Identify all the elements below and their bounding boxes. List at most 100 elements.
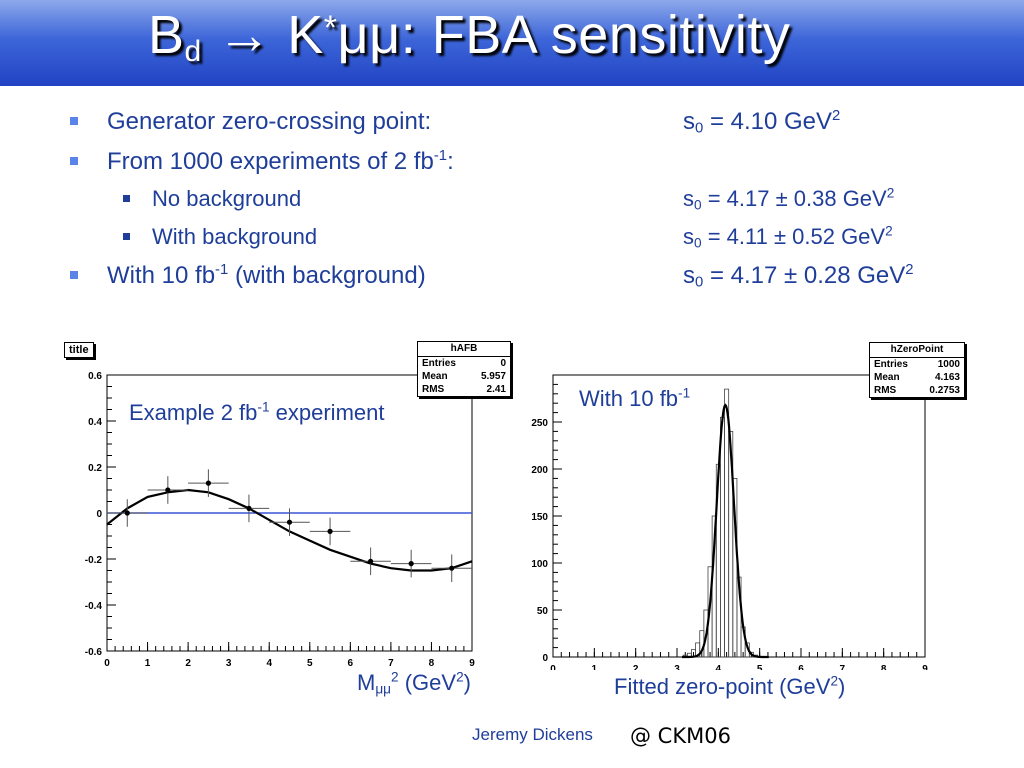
y-tick-label: -0.2: [85, 555, 103, 566]
stats-value: 4.163: [934, 372, 960, 383]
x-tick-label: 7: [840, 664, 846, 670]
sub-bullet-square-icon: [123, 233, 130, 240]
value-with-background: s0 = 4.11 ± 0.52 GeV2: [683, 224, 893, 250]
histogram-bin: [724, 388, 730, 658]
title-b: B: [148, 5, 185, 65]
bullet-text: No background: [152, 186, 302, 211]
y-tick-label: 200: [531, 465, 548, 476]
data-point: [286, 519, 293, 525]
x-tick-label: 2: [185, 658, 191, 669]
zero-point-xlabel: Fitted zero-point (GeV2): [614, 674, 845, 700]
gaussian-fit-curve: [682, 403, 769, 659]
xlabel-sub: μμ: [375, 681, 392, 697]
x-tick-label: 7: [388, 658, 394, 669]
x-tick-label: 6: [348, 658, 354, 669]
x-tick-label: 5: [307, 658, 313, 669]
y-tick-label: 150: [531, 512, 548, 523]
stats-key: RMS: [422, 384, 445, 395]
x-tick-label: 3: [674, 664, 680, 670]
stats-row: Entries 0: [418, 357, 510, 370]
value-sub: 0: [694, 197, 702, 213]
value-sup: 2: [886, 185, 895, 201]
frame-title-label: title: [64, 342, 94, 358]
value-sup: 2: [885, 223, 893, 239]
annotation-sup: -1: [678, 385, 691, 401]
sub-bullet-square-icon: [123, 195, 130, 202]
data-point: [205, 480, 211, 486]
xlabel-unit-sup: 2: [456, 669, 464, 685]
stats-row: Mean 5.957: [418, 370, 510, 383]
stats-value: 5.957: [480, 371, 506, 382]
x-tick-label: 4: [716, 664, 722, 670]
x-tick-label: 0: [550, 664, 556, 670]
data-point: [124, 510, 130, 516]
value-sub: 0: [694, 235, 702, 251]
title-bar: Bd → K*μμ: FBA sensitivity: [0, 0, 1024, 86]
zero-point-stats-box: hZeroPoint Entries 1000 Mean 4.163 RMS 0.27…: [869, 342, 965, 398]
bullet-text-after: (with background): [228, 262, 426, 289]
stats-key: Mean: [874, 372, 900, 383]
stats-value: 1000: [937, 359, 960, 370]
y-tick-label: 50: [537, 606, 549, 617]
y-tick-label: 0: [542, 653, 548, 664]
stats-row: Entries 1000: [870, 358, 964, 371]
histogram-bin: [719, 416, 725, 658]
bullet-text: With 10 fb: [107, 262, 216, 289]
data-point: [449, 565, 455, 571]
x-tick-label: 4: [266, 658, 272, 669]
x-tick-label: 0: [104, 658, 110, 669]
bullet-square-icon: [70, 157, 78, 165]
title-k: K: [287, 5, 324, 65]
value-main: = 4.17 ± 0.38 GeV: [701, 186, 887, 211]
annotation-text-after: experiment: [269, 400, 385, 425]
x-tick-label: 2: [633, 664, 639, 670]
bullet-text: From 1000 experiments of 2 fb: [107, 148, 434, 175]
bullet-no-background: No background: [152, 186, 301, 212]
xlabel-close: ): [838, 674, 846, 699]
xlabel-unit: (GeV: [398, 670, 457, 695]
y-tick-label: 0.6: [88, 371, 102, 382]
bullet-text: Generator zero-crossing point:: [107, 108, 432, 135]
bullet-sup: -1: [215, 261, 229, 278]
x-tick-label: 8: [429, 658, 435, 669]
zero-point-annotation: With 10 fb-1: [579, 386, 690, 412]
bullet-text: With background: [152, 224, 318, 249]
stats-name: hAFB: [418, 342, 510, 357]
value-s: s: [683, 262, 695, 289]
value-no-background: s0 = 4.17 ± 0.38 GeV2: [683, 186, 894, 212]
xlabel-sup: 2: [830, 673, 839, 689]
x-tick-label: 1: [145, 658, 151, 669]
stats-row: RMS 0.2753: [870, 384, 964, 397]
x-tick-label: 6: [798, 664, 804, 670]
bullet-square-icon: [70, 117, 78, 125]
value-s: s: [683, 186, 694, 211]
data-point: [408, 561, 414, 567]
data-point: [368, 558, 374, 564]
y-tick-label: 0.2: [88, 463, 102, 474]
zero-point-plot-svg: 0 50 100 150 200 250 0 1 2 3 4 5 6 7 8 9: [531, 374, 928, 670]
title-star: *: [323, 9, 338, 47]
footer-conference: @ CKM06: [630, 724, 731, 748]
stats-name: hZeroPoint: [870, 343, 964, 358]
afb-annotation: Example 2 fb-1 experiment: [129, 400, 384, 426]
afb-plot-svg: -0.6 -0.4 -0.2 0 0.2 0.4 0.6 0 1 2 3 4 5 6 7 8 9: [85, 371, 475, 669]
value-s: s: [683, 108, 695, 135]
title-arrow: →: [217, 5, 272, 65]
y-tick-label: 100: [531, 559, 548, 570]
bullet-sup: -1: [433, 147, 448, 164]
bullet-experiments: From 1000 experiments of 2 fb-1:: [107, 148, 454, 176]
data-point: [165, 487, 171, 493]
slide-title: Bd → K*μμ: FBA sensitivity: [148, 4, 790, 69]
stats-row: RMS 2.41: [418, 383, 510, 396]
data-point: [327, 528, 333, 534]
stats-value: 2.41: [486, 384, 506, 395]
value-sub: 0: [695, 274, 704, 291]
stats-value: 0: [500, 358, 506, 369]
x-tick-label: 9: [922, 664, 928, 670]
stats-value: 0.2753: [929, 385, 960, 396]
x-tick-label: 8: [881, 664, 887, 670]
value-main: = 4.17 ± 0.28 GeV: [703, 262, 906, 289]
stats-key: RMS: [874, 385, 897, 396]
title-tail: : FBA sensitivity: [400, 5, 791, 65]
value-s: s: [683, 224, 694, 249]
